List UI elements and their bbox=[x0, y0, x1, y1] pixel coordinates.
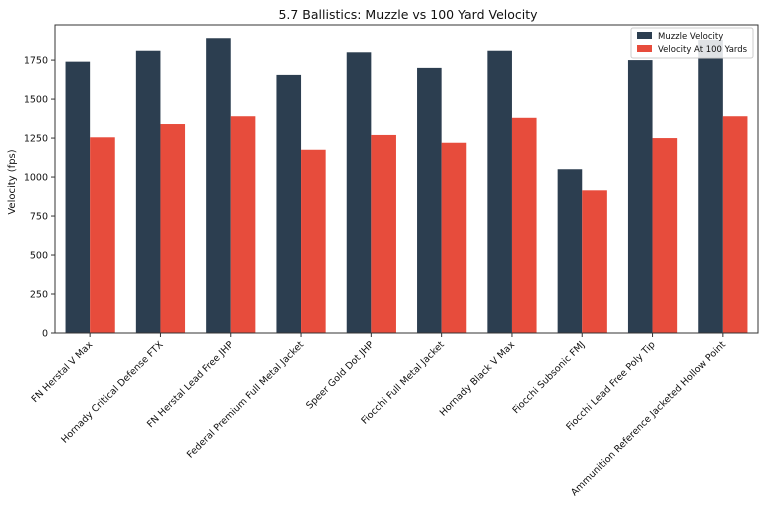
y-tick-label: 1500 bbox=[24, 95, 48, 106]
bar-100yd-7 bbox=[582, 190, 607, 333]
bar-muzzle-9 bbox=[698, 39, 723, 334]
bar-muzzle-7 bbox=[557, 169, 583, 333]
legend-label: Muzzle Velocity bbox=[658, 32, 723, 42]
bar-100yd-8 bbox=[652, 138, 678, 333]
x-tick-label: Fiocchi Subsonic FMJ bbox=[511, 339, 588, 416]
y-tick-label: 1000 bbox=[24, 173, 48, 184]
bar-muzzle-1 bbox=[135, 50, 161, 334]
x-tick-label: Fiocchi Full Metal Jacket bbox=[359, 339, 446, 426]
bar-muzzle-0 bbox=[65, 61, 91, 333]
x-tick-label: Speer Gold Dot JHP bbox=[304, 339, 376, 411]
y-axis-ticks: 0 250 500 750 1000 1250 1500 1750 bbox=[24, 56, 55, 340]
bar-muzzle-3 bbox=[276, 74, 302, 333]
bar-100yd-6 bbox=[511, 117, 537, 333]
x-tick-label: Ammunition Reference Jacketed Hollow Poi… bbox=[569, 339, 728, 498]
legend-label: Velocity At 100 Yards bbox=[658, 45, 748, 55]
y-tick-label: 0 bbox=[42, 329, 48, 340]
plot-area bbox=[54, 24, 759, 334]
y-tick-label: 250 bbox=[30, 290, 48, 301]
legend: Muzzle Velocity Velocity At 100 Yards bbox=[630, 27, 754, 59]
bar-100yd-4 bbox=[371, 134, 396, 333]
bar-100yd-0 bbox=[90, 137, 115, 333]
legend-box bbox=[630, 27, 754, 59]
x-tick-label: FN Herstal V Max bbox=[30, 339, 96, 405]
bar-100yd-3 bbox=[301, 149, 326, 333]
plot-frame bbox=[54, 24, 759, 334]
bar-100yd-1 bbox=[160, 124, 186, 333]
bar-muzzle-6 bbox=[487, 50, 512, 334]
chart-title: 5.7 Ballistics: Muzzle vs 100 Yard Veloc… bbox=[278, 7, 538, 22]
bar-100yd-2 bbox=[230, 116, 256, 333]
legend-swatch bbox=[637, 32, 652, 39]
bar-muzzle-4 bbox=[346, 52, 372, 333]
x-tick-label: Hornady Black V Max bbox=[438, 339, 518, 419]
y-tick-label: 1250 bbox=[24, 134, 48, 145]
legend-swatch bbox=[637, 45, 652, 52]
bar-100yd-9 bbox=[722, 116, 748, 333]
bar-muzzle-2 bbox=[206, 38, 231, 333]
bar-muzzle-8 bbox=[627, 60, 653, 333]
y-tick-label: 500 bbox=[30, 251, 48, 262]
y-tick-label: 750 bbox=[30, 212, 48, 223]
x-tick-label: Federal Premium Full Metal Jacket bbox=[185, 339, 306, 460]
y-axis-label: Velocity (fps) bbox=[7, 149, 18, 214]
bar-100yd-5 bbox=[441, 142, 467, 333]
y-tick-label: 1750 bbox=[24, 56, 48, 67]
bar-muzzle-5 bbox=[417, 67, 442, 333]
